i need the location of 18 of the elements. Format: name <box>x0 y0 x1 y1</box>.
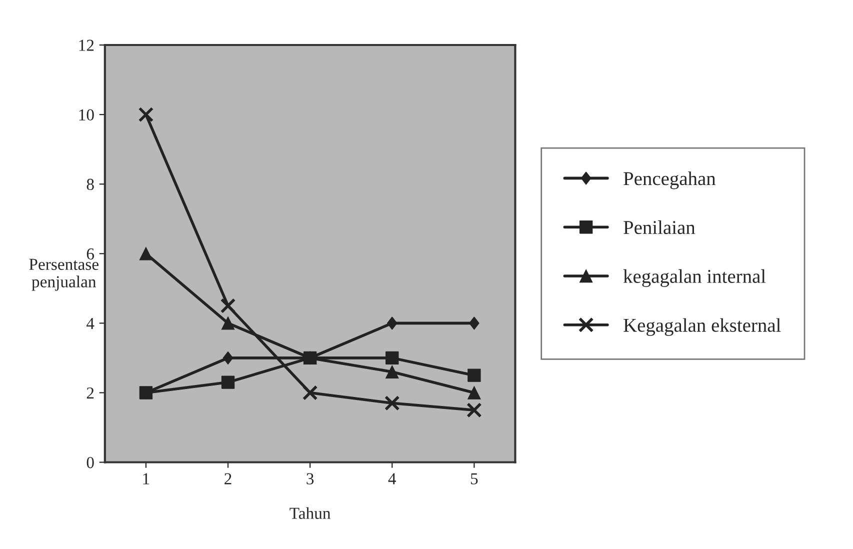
y-tick-label: 12 <box>79 40 94 51</box>
x-tick-label: 4 <box>388 473 396 484</box>
x-tick-label: 3 <box>306 473 314 484</box>
x-tick-label: 5 <box>470 473 478 484</box>
y-tick-label: 4 <box>86 318 94 329</box>
x-axis-title: Tahun <box>290 507 331 519</box>
x-tick-label: 1 <box>143 473 150 484</box>
y-tick-label: 0 <box>86 456 94 468</box>
y-tick-label: 10 <box>79 109 94 121</box>
y-tick-label: 2 <box>86 387 94 398</box>
legend-label: kegagalan internal <box>623 269 766 287</box>
legend-label: Penilaian <box>624 220 696 234</box>
legend-label: Pencegahan <box>624 172 716 190</box>
x-tick-label: 2 <box>224 473 232 484</box>
y-tick-label: 6 <box>86 248 94 260</box>
y-tick-label: 8 <box>86 178 94 190</box>
y-axis-title: Persentase penjualan <box>29 258 98 291</box>
legend-label: Kegagalan eksternal <box>624 318 781 336</box>
